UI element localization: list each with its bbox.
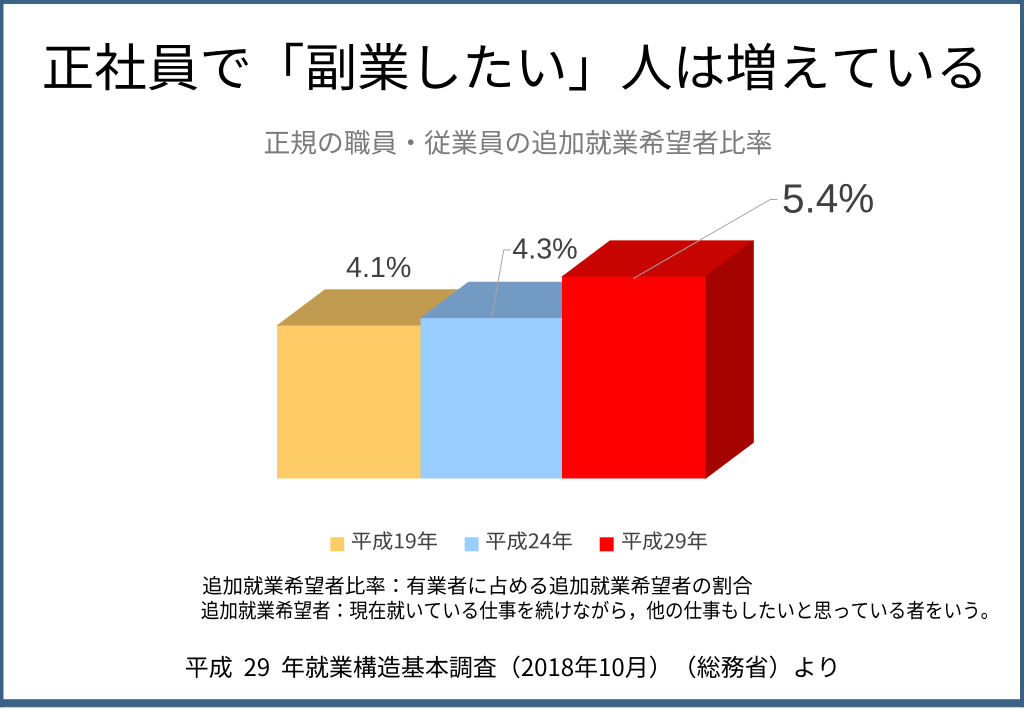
svg-text:5.4%: 5.4% [782, 176, 874, 222]
svg-text:4.3%: 4.3% [512, 234, 577, 266]
svg-text:4.1%: 4.1% [346, 252, 411, 284]
